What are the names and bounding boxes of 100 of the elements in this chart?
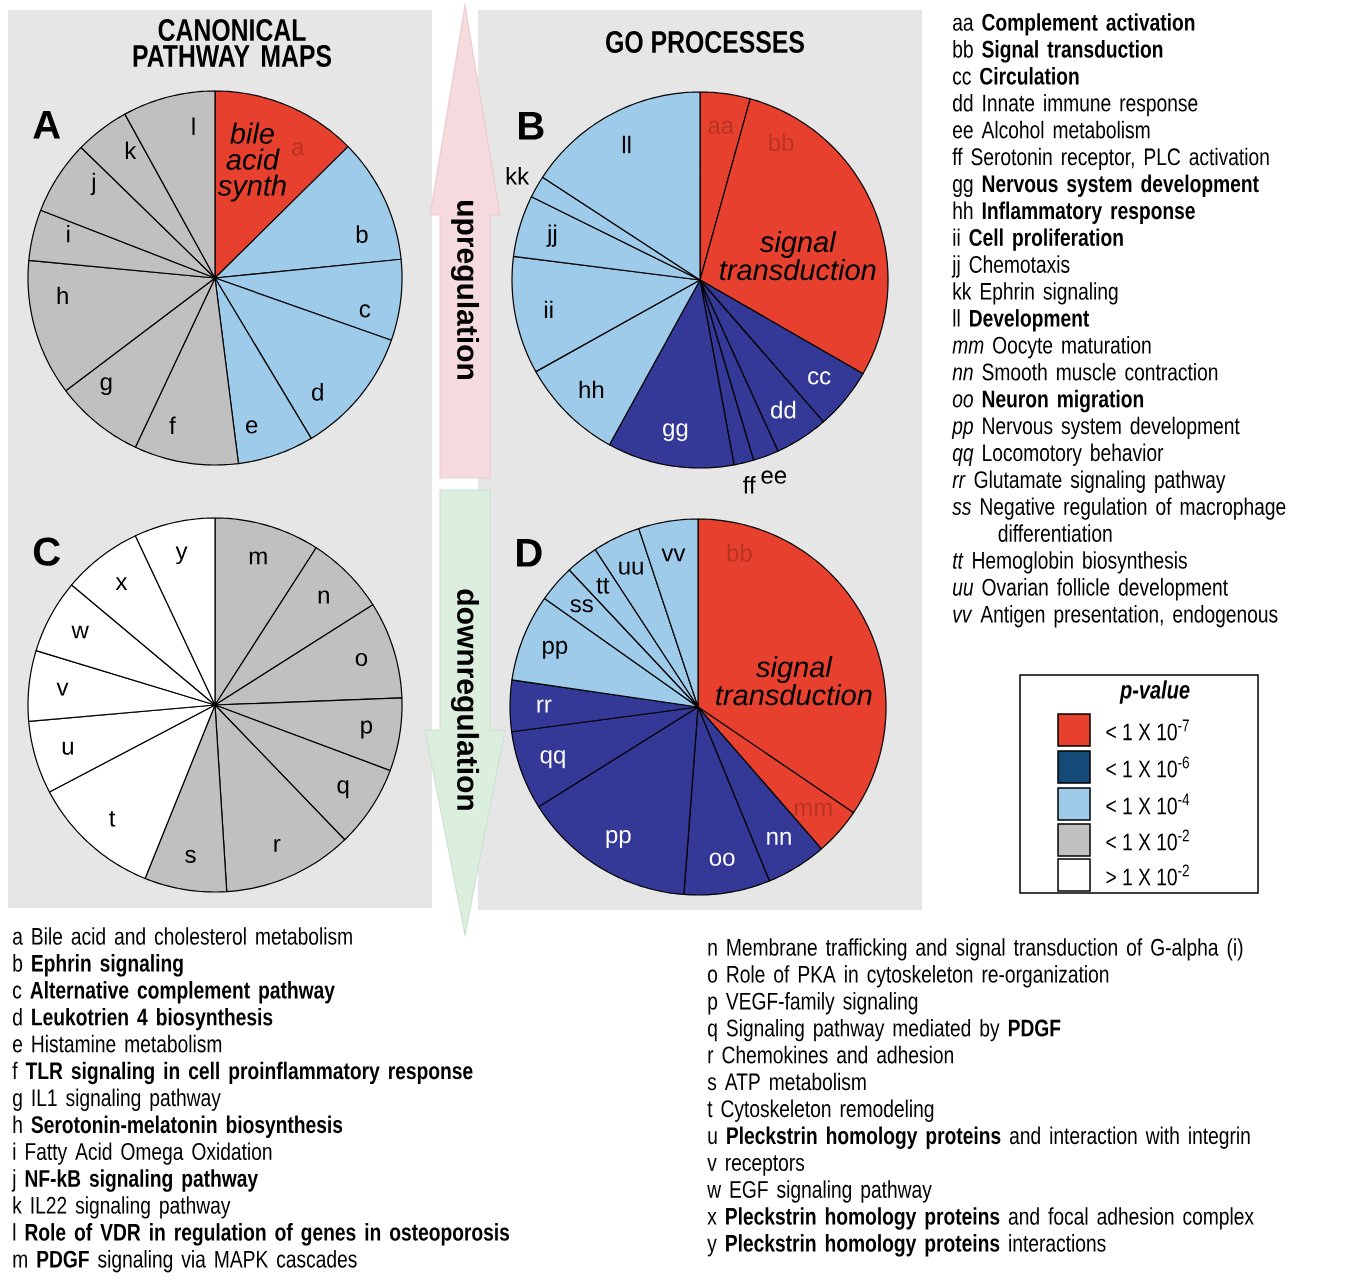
- text: GO PROCESSES: [606, 31, 804, 53]
- slice-label: uu: [619, 561, 643, 575]
- text: bb Signal transduction: [953, 40, 1163, 63]
- slice-label: pp: [606, 830, 631, 848]
- text: w EGF signaling pathway: [707, 1180, 932, 1203]
- text: r Chemokines and adhesion: [708, 1045, 953, 1064]
- slice-label: k: [125, 141, 137, 159]
- slice-label: g: [100, 377, 112, 396]
- slice-label: d: [312, 383, 323, 401]
- chart-title: C: [33, 537, 61, 566]
- slice-label: dd: [771, 400, 796, 419]
- text: e Histamine metabolism: [13, 1034, 222, 1053]
- text: a Bile acid and cholesterol metabolism: [13, 927, 352, 945]
- text: ff Serotonin receptor, PLC activation: [952, 147, 1269, 171]
- slice-label: qq: [540, 750, 565, 769]
- chart-title: B: [519, 112, 544, 140]
- text: vv Antigen presentation, endogenous: [953, 605, 1278, 628]
- slice-label: i: [67, 224, 70, 243]
- text: k IL22 signaling pathway: [13, 1196, 231, 1219]
- text: f TLR signaling in cell proinflammatory response: [12, 1061, 473, 1085]
- slice-label: ss: [570, 599, 593, 613]
- slice-label: pp: [543, 640, 568, 659]
- text: dd Innate immune response: [953, 93, 1198, 117]
- text: jj Chemotaxis: [951, 255, 1070, 278]
- category-label: < 1 X 10$^{-4}$: [1106, 793, 1190, 815]
- text: kk Ephrin signaling: [953, 282, 1118, 305]
- text: l Role of VDR in regulation of genes in osteoporosis: [13, 1223, 510, 1246]
- text: ii Cell proliferation: [953, 228, 1123, 251]
- text: n Membrane trafficking and signal transduction of G-alpha (i): [708, 938, 1243, 961]
- text: q Signaling pathway mediated by PDGF: [708, 1018, 1061, 1042]
- text: rr Glutamate signaling pathway: [952, 470, 1226, 493]
- text: gg Nervous system development: [953, 174, 1259, 197]
- text: u Pleckstrin homology proteins and interaction with integrin: [708, 1126, 1250, 1149]
- text: mm Oocyte maturation: [952, 336, 1151, 359]
- slice-label: ll: [622, 135, 631, 154]
- slice-label: kk: [506, 166, 530, 185]
- slice-label: oo: [709, 852, 735, 866]
- slice-label: nn: [767, 831, 791, 845]
- text: p VEGF-family signaling: [708, 992, 918, 1015]
- text: g IL1 signaling pathway: [13, 1088, 221, 1111]
- text: bile acid synth: [217, 122, 286, 202]
- text: upregulation: [450, 201, 480, 379]
- text: x Pleckstrin homology proteins and focal adhesion complex: [707, 1207, 1254, 1230]
- slice-label: ee: [761, 470, 787, 484]
- text: signal transduction: [716, 656, 872, 706]
- slice-label: h: [57, 286, 68, 305]
- legend-title: p-value: [1119, 680, 1190, 704]
- slice-label: s: [185, 849, 196, 863]
- slice-label: p: [361, 720, 373, 739]
- text: d Leukotrien 4 biosynthesis: [13, 1007, 273, 1031]
- slice-label: l: [192, 117, 195, 135]
- text: signal transduction: [720, 230, 876, 281]
- category-label: < 1 X 10$^{-7}$: [1106, 719, 1189, 741]
- slice-label: c: [359, 304, 371, 318]
- text: ee Alcohol metabolism: [953, 120, 1150, 139]
- text: m PDGF signaling via MAPK cascades: [13, 1250, 357, 1273]
- text: downregulation: [450, 589, 480, 810]
- text: s ATP metabolism: [707, 1072, 866, 1091]
- slice-label: n: [318, 590, 329, 604]
- chart-title: D: [517, 539, 542, 567]
- category-label: > 1 X 10$^{-2}$: [1106, 864, 1189, 886]
- slice-label: t: [109, 810, 116, 827]
- text: i Fatty Acid Omega Oxidation: [13, 1142, 272, 1165]
- slice-label: ff: [743, 476, 756, 494]
- text: pp Nervous system development: [951, 416, 1240, 440]
- slice-label: x: [115, 577, 128, 590]
- slice-label: hh: [579, 380, 604, 399]
- text: tt Hemoglobin biosynthesis: [953, 551, 1187, 574]
- slice-label: rr: [537, 699, 552, 713]
- slice-label: cc: [808, 371, 831, 385]
- text: CANONICAL PATHWAY MAPS: [133, 19, 332, 67]
- text: hh Inflammatory response: [953, 201, 1195, 224]
- text: qq Locomotory behavior: [952, 443, 1164, 466]
- slice-label: vv: [661, 548, 686, 562]
- text: j NF-kB signaling pathway: [11, 1169, 258, 1192]
- slice-label: f: [169, 416, 176, 434]
- text: aa Complement activation: [953, 13, 1195, 36]
- text: o Role of PKA in cytoskeleton re-organization: [708, 965, 1109, 988]
- slice-label: m: [249, 551, 267, 565]
- slice-label: tt: [596, 577, 610, 594]
- text: t Cytoskeleton remodeling: [707, 1099, 934, 1122]
- slice-label: j: [90, 172, 95, 196]
- text: ll Development: [953, 309, 1090, 332]
- slice-label: w: [71, 625, 89, 639]
- slice-label: jj: [546, 224, 557, 247]
- slice-label: e: [246, 420, 258, 434]
- slice-label: q: [337, 780, 349, 799]
- slice-label: b: [356, 225, 368, 243]
- category-label: < 1 X 10$^{-2}$: [1106, 829, 1189, 851]
- text: uu Ovarian follicle development: [953, 578, 1228, 601]
- slice-label: y: [175, 546, 188, 565]
- slice-label: ii: [544, 300, 553, 319]
- category-label: < 1 X 10$^{-6}$: [1106, 756, 1189, 778]
- slice-label: u: [62, 741, 73, 755]
- text: h Serotonin-melatonin biosynthesis: [13, 1115, 343, 1138]
- slice-label: v: [56, 682, 69, 696]
- text: cc Circulation: [953, 67, 1079, 85]
- text: c Alternative complement pathway: [13, 981, 335, 1004]
- text: y Pleckstrin homology proteins interactions: [707, 1234, 1106, 1257]
- slice-label: r: [274, 838, 281, 852]
